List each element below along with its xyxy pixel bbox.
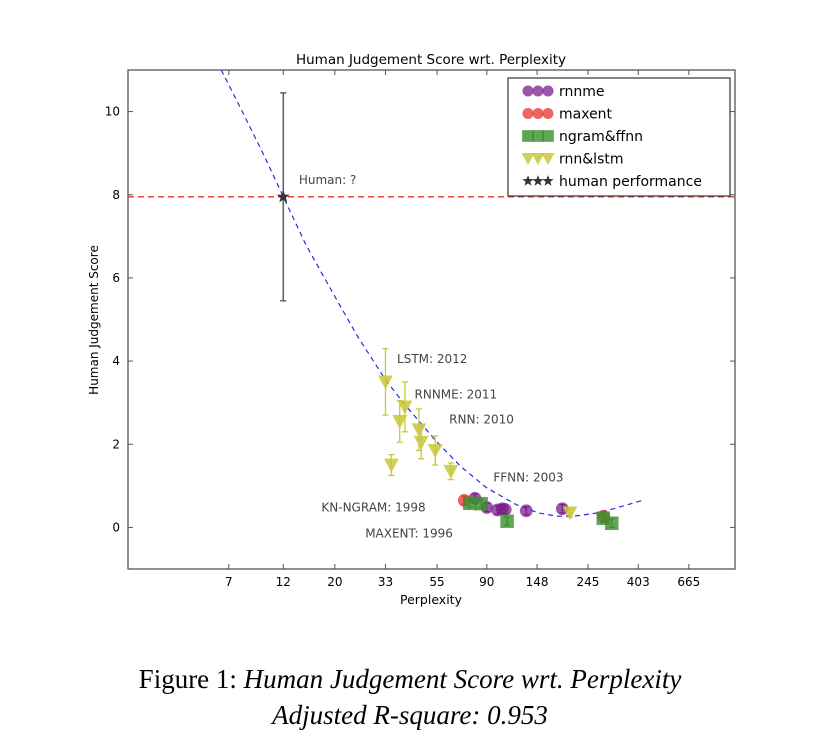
scatter-chart: Human Judgement Score wrt. Perplexity 7 1… bbox=[87, 52, 736, 607]
annotation-label: MAXENT: 1996 bbox=[365, 527, 453, 541]
legend-entry: rnn&lstm bbox=[521, 152, 623, 168]
figure-caption-line1: Figure 1: Human Judgement Score wrt. Per… bbox=[0, 664, 820, 695]
legend-label: rnnme bbox=[559, 84, 605, 100]
caption-title: Human Judgement Score wrt. Perplexity bbox=[243, 664, 682, 694]
y-tick-label: 8 bbox=[112, 188, 120, 202]
annotation-label: Human: ? bbox=[299, 173, 357, 187]
data-point bbox=[377, 375, 393, 390]
circle-icon bbox=[522, 85, 534, 97]
data-point bbox=[474, 496, 488, 511]
y-tick-label: 6 bbox=[112, 271, 120, 285]
x-tick-label: 7 bbox=[225, 575, 233, 589]
caption-prefix: Figure 1: bbox=[138, 664, 244, 694]
square-icon bbox=[532, 130, 544, 142]
x-tick-label: 55 bbox=[429, 575, 444, 589]
legend-label: human performance bbox=[559, 174, 702, 190]
x-tick-label: 665 bbox=[677, 575, 700, 589]
data-point bbox=[383, 458, 399, 473]
y-tick-label: 4 bbox=[112, 354, 120, 368]
fit-curve bbox=[220, 70, 643, 517]
annotation-label: RNNME: 2011 bbox=[415, 387, 498, 401]
square-icon bbox=[542, 130, 554, 142]
annotation-label: RNN: 2010 bbox=[449, 412, 514, 426]
figure-caption-line2: Adjusted R-square: 0.953 bbox=[0, 700, 820, 731]
y-tick-label: 10 bbox=[105, 105, 120, 119]
data-point bbox=[519, 504, 533, 518]
y-axis-label: Human Judgement Score bbox=[87, 245, 101, 395]
data-point bbox=[498, 503, 512, 516]
x-tick-label: 20 bbox=[327, 575, 342, 589]
legend-label: maxent bbox=[559, 107, 613, 123]
star-icon bbox=[532, 175, 544, 186]
data-point bbox=[605, 516, 619, 531]
legend-entry: human performance bbox=[522, 174, 702, 190]
star-icon bbox=[522, 175, 534, 186]
circle-icon bbox=[532, 85, 544, 97]
x-tick-label: 12 bbox=[276, 575, 291, 589]
x-tick-label: 90 bbox=[479, 575, 494, 589]
annotation-label: KN-NGRAM: 1998 bbox=[321, 500, 425, 514]
triangle-down-icon bbox=[541, 152, 555, 165]
annotation-label: LSTM: 2012 bbox=[397, 352, 467, 366]
x-tick-label: 403 bbox=[627, 575, 650, 589]
triangle-down-icon bbox=[531, 152, 545, 165]
legend-entry: maxent bbox=[522, 107, 613, 123]
triangle-down-icon bbox=[521, 152, 535, 165]
star-icon bbox=[542, 175, 554, 186]
data-point bbox=[276, 190, 290, 203]
caption-r-square: Adjusted R-square: 0.953 bbox=[272, 700, 548, 730]
data-point bbox=[392, 415, 408, 429]
data-point bbox=[397, 400, 413, 415]
legend-label: ngram&ffnn bbox=[559, 129, 643, 145]
circle-icon bbox=[542, 107, 554, 120]
series-rnn-lstm bbox=[377, 347, 578, 521]
y-tick-label: 2 bbox=[112, 437, 120, 451]
circle-icon bbox=[532, 107, 544, 120]
plot-frame bbox=[127, 69, 736, 570]
legend-entry: ngram&ffnn bbox=[522, 129, 643, 145]
x-tick-label: 33 bbox=[378, 575, 393, 589]
square-icon bbox=[522, 130, 534, 142]
data-point bbox=[413, 435, 429, 450]
data-point bbox=[562, 506, 578, 521]
legend-entry: rnnme bbox=[522, 84, 605, 100]
circle-icon bbox=[522, 107, 534, 120]
x-axis-label: Perplexity bbox=[400, 592, 463, 607]
data-point bbox=[427, 444, 443, 458]
circle-icon bbox=[542, 85, 554, 97]
y-tick-label: 0 bbox=[112, 520, 120, 534]
x-tick-label: 148 bbox=[526, 575, 549, 589]
annotation-label: FFNN: 2003 bbox=[493, 471, 563, 485]
data-point bbox=[462, 496, 477, 511]
chart-title: Human Judgement Score wrt. Perplexity bbox=[296, 52, 566, 68]
series-human-performance bbox=[276, 92, 290, 302]
series-ngram-ffnn bbox=[462, 496, 619, 531]
data-point bbox=[411, 423, 427, 438]
legend: rnnme maxent ngram&ffnn rnn&lstm human perfo… bbox=[507, 77, 731, 197]
legend-label: rnn&lstm bbox=[559, 152, 623, 168]
data-point bbox=[443, 464, 459, 479]
data-point bbox=[500, 514, 514, 528]
x-tick-label: 245 bbox=[577, 575, 600, 589]
